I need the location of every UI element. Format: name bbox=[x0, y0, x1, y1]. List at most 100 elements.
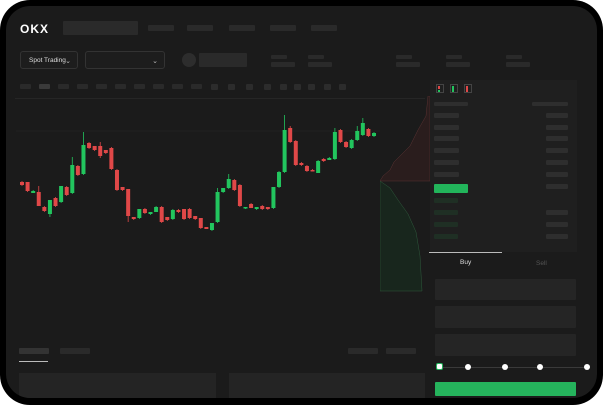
bid-price bbox=[434, 210, 458, 215]
stat-value bbox=[308, 62, 332, 67]
candle-up bbox=[221, 188, 226, 192]
candle-down bbox=[25, 182, 30, 191]
candle-down bbox=[304, 166, 309, 171]
nav-item[interactable] bbox=[229, 25, 255, 31]
candle-up bbox=[332, 132, 337, 159]
chart-tool-icon[interactable] bbox=[308, 84, 315, 90]
bid-price bbox=[434, 198, 458, 203]
candle-down bbox=[187, 209, 192, 218]
pair-dropdown[interactable]: ⌄ bbox=[85, 51, 165, 69]
tab-buy[interactable]: Buy bbox=[460, 259, 472, 266]
candle-down bbox=[87, 143, 92, 148]
timeframe-button[interactable] bbox=[96, 84, 107, 89]
candle-down bbox=[299, 163, 304, 165]
timeframe-button[interactable] bbox=[191, 84, 202, 89]
book-header bbox=[532, 102, 568, 106]
candle-up bbox=[327, 158, 332, 160]
amount-slider[interactable] bbox=[438, 367, 588, 368]
tab-order-history[interactable] bbox=[60, 348, 90, 354]
candlestick-chart[interactable] bbox=[6, 6, 386, 256]
timeframe-button[interactable] bbox=[39, 84, 50, 89]
amount-input[interactable] bbox=[435, 306, 576, 328]
total-input[interactable] bbox=[435, 334, 576, 356]
slider-stop-100[interactable] bbox=[584, 364, 590, 370]
nav-item[interactable] bbox=[148, 25, 174, 31]
chart-tool-icon[interactable] bbox=[211, 84, 218, 90]
bid-price bbox=[434, 222, 458, 227]
slider-stop-25[interactable] bbox=[465, 364, 471, 370]
slider-stop-50[interactable] bbox=[502, 364, 508, 370]
coin-icon bbox=[182, 53, 196, 67]
timeframe-button[interactable] bbox=[153, 84, 164, 89]
ask-amount bbox=[546, 113, 568, 118]
bottom-panel-right bbox=[229, 373, 425, 398]
candle-up bbox=[148, 212, 153, 214]
timeframe-button[interactable] bbox=[115, 84, 126, 89]
candle-down bbox=[114, 170, 119, 190]
timeframe-button[interactable] bbox=[77, 84, 88, 89]
book-bids-icon[interactable] bbox=[450, 84, 458, 93]
chevron-down-icon: ⌄ bbox=[65, 58, 71, 65]
slider-stop-75[interactable] bbox=[537, 364, 543, 370]
ask-price bbox=[434, 160, 459, 165]
okx-logo: OKX bbox=[20, 22, 50, 36]
search-bar[interactable] bbox=[63, 21, 138, 35]
nav-item[interactable] bbox=[311, 25, 337, 31]
book-asks-icon[interactable] bbox=[464, 84, 472, 93]
candle-up bbox=[70, 165, 75, 193]
ask-price bbox=[434, 148, 459, 153]
stat-label bbox=[506, 55, 522, 59]
filter-button[interactable] bbox=[348, 348, 378, 354]
chart-tool-icon[interactable] bbox=[324, 84, 331, 90]
last-price bbox=[434, 184, 468, 193]
chart-tool-icon[interactable] bbox=[280, 84, 287, 90]
ask-amount bbox=[546, 172, 568, 177]
candle-down bbox=[103, 150, 108, 153]
bid-amount bbox=[546, 222, 568, 227]
candle-down bbox=[42, 207, 47, 211]
candle-down bbox=[249, 204, 254, 208]
stat-value bbox=[396, 62, 420, 67]
candle-up bbox=[355, 131, 360, 140]
candle-down bbox=[193, 216, 198, 219]
candle-up bbox=[137, 209, 142, 218]
timeframe-button[interactable] bbox=[134, 84, 145, 89]
tab-sell[interactable]: Sell bbox=[536, 260, 547, 267]
tab-open-orders[interactable] bbox=[19, 348, 49, 354]
candle-up bbox=[226, 179, 231, 188]
book-both-icon[interactable] bbox=[436, 84, 444, 93]
candle-down bbox=[321, 159, 326, 161]
ask-price bbox=[434, 125, 459, 130]
chart-tool-icon[interactable] bbox=[294, 84, 301, 90]
price-input[interactable] bbox=[435, 279, 576, 300]
spot-trading-dropdown[interactable]: Spot Trading ⌄ bbox=[20, 51, 78, 69]
chart-tool-icon[interactable] bbox=[228, 84, 235, 90]
nav-item[interactable] bbox=[187, 25, 213, 31]
stat-label bbox=[446, 55, 462, 59]
timeframe-button[interactable] bbox=[172, 84, 183, 89]
timeframe-button[interactable] bbox=[20, 84, 31, 89]
candle-down bbox=[142, 209, 147, 213]
candle-down bbox=[344, 142, 349, 147]
timeframe-button[interactable] bbox=[58, 84, 69, 89]
candle-down bbox=[237, 185, 242, 206]
bid-amount bbox=[546, 210, 568, 215]
candle-down bbox=[126, 189, 131, 216]
buy-button[interactable] bbox=[435, 382, 576, 396]
bid-amount bbox=[546, 234, 568, 239]
candle-down bbox=[92, 146, 97, 150]
slider-handle[interactable] bbox=[436, 363, 443, 370]
filter-button[interactable] bbox=[386, 348, 416, 354]
chart-tool-icon[interactable] bbox=[246, 84, 253, 90]
app-screen: OKX Spot Trading ⌄ ⌄ Buy Sell bbox=[6, 6, 597, 398]
depth-chart bbox=[380, 96, 430, 292]
chart-tool-icon[interactable] bbox=[264, 84, 271, 90]
nav-item[interactable] bbox=[270, 25, 296, 31]
chart-tool-icon[interactable] bbox=[339, 84, 346, 90]
candle-up bbox=[209, 223, 214, 230]
candle-down bbox=[293, 141, 298, 165]
mode-label: Spot Trading bbox=[29, 56, 66, 64]
stat-label bbox=[308, 55, 324, 59]
candle-down bbox=[182, 209, 187, 219]
